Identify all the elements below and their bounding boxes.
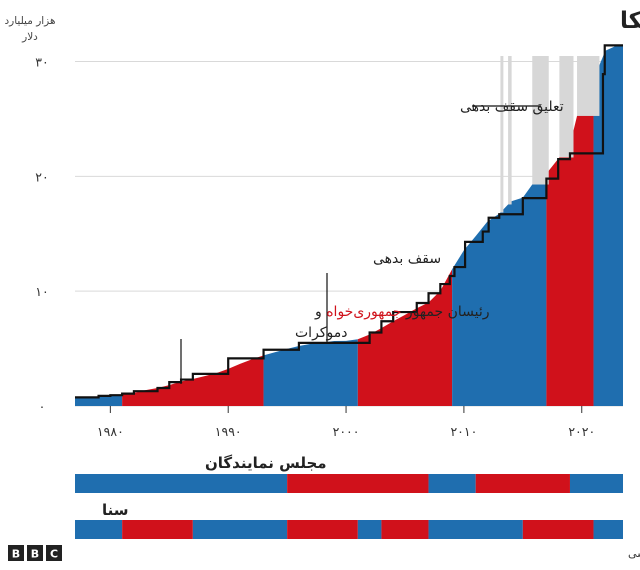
- y-axis-unit-line2: دلار: [21, 31, 38, 43]
- bbc-logo-box: [8, 545, 24, 561]
- bbc-logo-box: [46, 545, 62, 561]
- presidency-area-democrat: [263, 339, 358, 406]
- annotations: تعلیق سقف بدهی سقف بدهی رئیسان جمهور جمه…: [180, 99, 564, 384]
- strip-segment-republican: [522, 520, 594, 539]
- bbc-logo-box: [27, 545, 43, 561]
- house-title: مجلس نمایندگان: [205, 454, 327, 472]
- x-tick-label: ۲۰۱۰: [450, 424, 477, 439]
- y-tick-label: ۰: [39, 399, 46, 414]
- x-tick-label: ۱۹۹۰: [215, 424, 242, 439]
- senate-title: سنا: [102, 501, 129, 519]
- strip-segment-democrat: [192, 520, 288, 539]
- bbc-logo-letter: B: [31, 548, 39, 561]
- presidents-text-and: و: [314, 304, 326, 320]
- house-strip: [75, 474, 623, 493]
- presidency-area-democrat: [452, 173, 547, 406]
- strip-segment-democrat: [428, 474, 476, 493]
- source-note: منبع: آرشیو ملی، داده‌های اقتصادی بانک م…: [628, 546, 640, 561]
- presidency-areas: [75, 45, 623, 406]
- suspension-band: [532, 56, 549, 185]
- x-tick-label: ۱۹۸۰: [97, 424, 124, 439]
- strip-segment-republican: [381, 520, 429, 539]
- suspension-band: [559, 56, 574, 158]
- strip-segment-republican: [287, 520, 358, 539]
- x-tick-label: ۲۰۲۰: [568, 424, 595, 439]
- y-axis-ticks: ۰ ۱۰ ۲۰ ۳۰: [35, 54, 48, 414]
- strip-segment-democrat: [569, 474, 623, 493]
- chart-title: افزایش بدهی در دولت‌های مختلف آمریکا: [620, 5, 640, 34]
- ceiling-line: [75, 44, 623, 399]
- y-tick-label: ۲۰: [35, 169, 48, 184]
- suspension-band: [500, 56, 504, 213]
- strip-segment-republican: [122, 520, 193, 539]
- ceiling-label: سقف بدهی: [373, 251, 441, 267]
- y-tick-label: ۳۰: [35, 54, 48, 69]
- presidency-area-republican: [357, 269, 453, 406]
- suspension-band: [577, 56, 600, 116]
- strip-segment-democrat: [75, 474, 288, 493]
- strip-segment-democrat: [75, 520, 123, 539]
- senate-strip: [75, 520, 623, 539]
- presidency-area-democrat: [593, 45, 623, 406]
- suspension-label: تعلیق سقف بدهی: [460, 99, 564, 115]
- suspension-bands: [500, 56, 600, 213]
- strip-segment-democrat: [428, 520, 523, 539]
- suspension-band: [508, 56, 512, 205]
- y-axis-unit-line1: هزار میلیارد: [4, 15, 55, 27]
- strip-segment-democrat: [593, 520, 623, 539]
- debt-ceiling: [75, 44, 623, 399]
- bbc-logo-letter: C: [50, 548, 58, 561]
- x-tick-label: ۲۰۰۰: [333, 424, 360, 439]
- presidents-text-a: رئیسان جمهور: [401, 304, 489, 320]
- presidents-label-democrat: دموکرات: [295, 325, 347, 341]
- x-axis-ticks: ۱۹۸۰ ۱۹۹۰ ۲۰۰۰ ۲۰۱۰ ۲۰۲۰: [97, 406, 595, 439]
- y-tick-label: ۱۰: [35, 284, 48, 299]
- presidents-text-republican: جمهوری‌خواه: [326, 304, 401, 320]
- strip-segment-democrat: [357, 520, 382, 539]
- strip-segment-republican: [475, 474, 570, 493]
- strip-segment-republican: [287, 474, 429, 493]
- bbc-logo-letter: B: [12, 548, 20, 561]
- presidents-label-line1: رئیسان جمهور جمهوری‌خواه و: [314, 304, 490, 320]
